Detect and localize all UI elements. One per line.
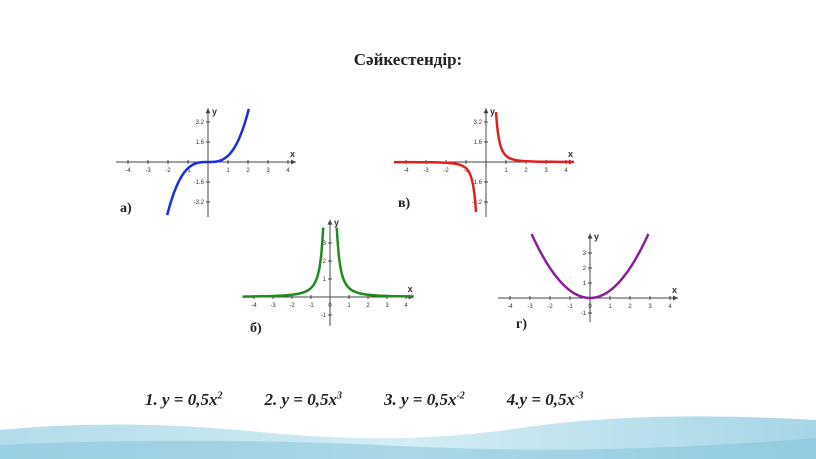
y-arrow: [327, 219, 333, 225]
y-axis-label: y: [212, 106, 217, 116]
y-tick-label: 2: [583, 266, 587, 272]
x-tick-label: 2: [524, 168, 528, 174]
y-axis-label: y: [490, 106, 495, 116]
x-tick-label: 3: [544, 168, 548, 174]
x-tick-label: 1: [226, 168, 230, 174]
y-tick-label: -1.6: [194, 180, 205, 186]
x-arrow: [291, 159, 296, 165]
x-tick-label: 2: [366, 303, 370, 309]
y-tick-label: 1: [583, 281, 587, 287]
graph-label: б): [250, 321, 262, 336]
formula-power: -3: [575, 390, 584, 402]
x-tick-label: 4: [404, 303, 408, 309]
x-tick-label: -3: [527, 304, 533, 310]
curve: [530, 233, 650, 300]
x-tick-label: 2: [246, 168, 250, 174]
graph-label: г): [516, 317, 527, 332]
formula-text: 2. y = 0,5x: [264, 390, 337, 409]
x-tick-label: -2: [165, 168, 171, 174]
formula-power: -2: [456, 390, 465, 402]
formula: 3. y = 0,5x-2: [384, 390, 465, 409]
x-tick-label: 1: [347, 303, 351, 309]
x-tick-label: 4: [286, 168, 290, 174]
curve: [242, 227, 414, 298]
x-arrow: [673, 295, 678, 301]
formula-text: 4.y = 0,5x: [506, 390, 576, 409]
x-tick-label: -4: [403, 168, 409, 174]
graph-label: в): [398, 196, 411, 211]
x-tick-label: -3: [270, 303, 276, 309]
x-tick-label: -4: [251, 303, 257, 309]
formula-text: 3. y = 0,5x: [383, 390, 457, 409]
y-tick-label: -3.2: [194, 200, 205, 206]
x-axis-label: x: [290, 149, 295, 159]
title: Сәйкестендір:: [353, 50, 463, 69]
y-arrow: [205, 108, 211, 114]
x-tick-label: 3: [648, 304, 652, 310]
formula-power: 2: [217, 390, 223, 402]
y-axis-label: y: [334, 218, 339, 228]
formulas: 1. y = 0,5x2 2. y = 0,5x3 3. y = 0,5x-2 4.y…: [145, 390, 625, 410]
x-tick-label: 1: [608, 304, 612, 310]
x-tick-label: 3: [385, 303, 389, 309]
x-tick-label: 3: [266, 168, 270, 174]
graph-panel: [500, 190, 682, 358]
formula: 2. y = 0,5x3: [264, 390, 341, 409]
x-tick-label: -4: [507, 304, 513, 310]
graph-label: а): [120, 201, 132, 216]
y-tick-label: 1.6: [474, 140, 483, 146]
y-tick-label: 2: [323, 259, 327, 265]
y-tick-label: 1: [323, 277, 327, 283]
y-tick-label: -1.6: [472, 180, 483, 186]
y-tick-label: -1: [321, 313, 327, 319]
x-axis-label: x: [568, 149, 573, 159]
x-tick-label: -2: [289, 303, 295, 309]
formula: 4.y = 0,5x-3: [507, 390, 584, 409]
formula-text: 1. y = 0,5x: [145, 390, 218, 409]
x-tick-label: -2: [547, 304, 553, 310]
y-tick-label: -1: [581, 311, 587, 317]
x-tick-label: -3: [423, 168, 429, 174]
y-tick-label: 1.6: [196, 140, 205, 146]
y-tick-label: 3.2: [474, 120, 483, 126]
x-tick-label: 4: [564, 168, 568, 174]
x-tick-label: -1: [308, 303, 314, 309]
y-arrow: [587, 233, 593, 239]
y-tick-label: 3: [583, 251, 587, 257]
curve: [394, 111, 574, 213]
y-tick-label: 3: [323, 241, 327, 247]
formula: 1. y = 0,5x2: [145, 390, 222, 409]
x-tick-label: 2: [628, 304, 632, 310]
formula-power: 3: [336, 390, 342, 402]
x-tick-label: -2: [443, 168, 449, 174]
y-tick-label: 3.2: [196, 120, 205, 126]
x-tick-label: 1: [504, 168, 508, 174]
x-tick-label: -3: [145, 168, 151, 174]
curve: [165, 108, 251, 216]
graph-panel: [240, 182, 418, 358]
x-tick-label: -1: [567, 304, 573, 310]
x-axis-label: x: [408, 284, 413, 294]
x-tick-label: -4: [125, 168, 131, 174]
y-tick-label: -3.2: [472, 200, 483, 206]
y-arrow: [483, 108, 489, 114]
x-tick-label: 4: [668, 304, 672, 310]
x-tick-label: -1: [185, 168, 191, 174]
y-axis-label: y: [594, 232, 599, 242]
x-axis-label: x: [672, 285, 677, 295]
x-tick-label: 0: [328, 303, 332, 309]
x-tick-label: 0: [588, 304, 592, 310]
x-tick-label: -1: [463, 168, 469, 174]
